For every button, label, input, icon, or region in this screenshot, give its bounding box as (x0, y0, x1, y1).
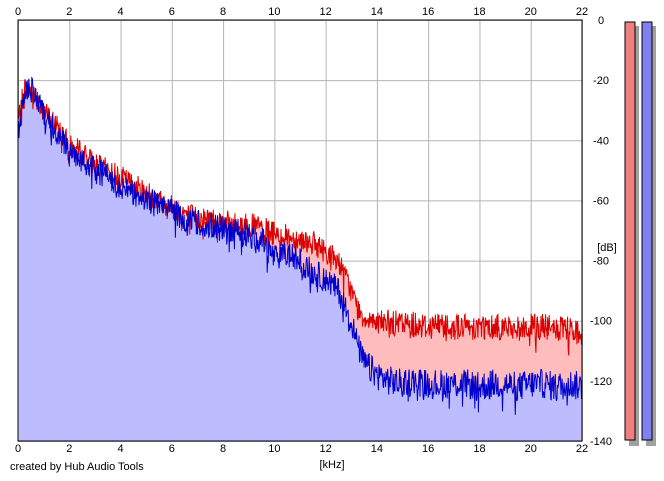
x-axis-label: [kHz] (319, 459, 344, 471)
plot-frame (17, 19, 583, 442)
x-tick-label-bottom: 6 (169, 443, 175, 455)
x-tick-label-top: 18 (473, 6, 485, 18)
y-tick-label: -100 (590, 316, 612, 328)
plot-area (18, 76, 582, 441)
y-tick-label: 0 (598, 15, 604, 27)
x-tick-label-top: 22 (576, 6, 588, 18)
x-tick-label-bottom: 4 (117, 443, 123, 455)
x-tick-label-bottom: 0 (15, 443, 21, 455)
y-tick-label: -20 (593, 75, 609, 87)
blue-level-meter (641, 21, 653, 441)
x-tick-label-top: 2 (66, 6, 72, 18)
y-tick-label: -40 (593, 135, 609, 147)
level-meters (624, 21, 656, 446)
x-tick-label-top: 0 (15, 6, 21, 18)
x-tick-label-bottom: 10 (268, 443, 280, 455)
x-tick-label-bottom: 22 (576, 443, 588, 455)
credit-text: created by Hub Audio Tools (10, 461, 144, 473)
blue-series-line (18, 76, 582, 415)
y-tick-label: -60 (593, 195, 609, 207)
y-axis-label: [dB] (597, 242, 617, 254)
y-tick-label: -120 (590, 376, 612, 388)
x-tick-label-bottom: 14 (371, 443, 383, 455)
y-tick-label: -80 (593, 256, 609, 268)
x-tick-label-bottom: 2 (66, 443, 72, 455)
y-tick-label: -140 (590, 436, 612, 448)
x-tick-label-top: 16 (422, 6, 434, 18)
x-tick-label-top: 4 (117, 6, 123, 18)
x-tick-label-top: 10 (268, 6, 280, 18)
x-tick-label-bottom: 12 (320, 443, 332, 455)
x-tick-label-top: 20 (525, 6, 537, 18)
red-series-line (18, 79, 582, 356)
x-tick-label-top: 12 (320, 6, 332, 18)
x-tick-label-bottom: 16 (422, 443, 434, 455)
red-level-meter (624, 21, 636, 441)
x-tick-label-bottom: 8 (220, 443, 226, 455)
x-tick-label-bottom: 20 (525, 443, 537, 455)
x-tick-label-top: 14 (371, 6, 383, 18)
x-tick-label-top: 8 (220, 6, 226, 18)
axis-ticks: 002244668810101212141416161818202022220-… (15, 6, 612, 455)
x-tick-label-bottom: 18 (473, 443, 485, 455)
x-tick-label-top: 6 (169, 6, 175, 18)
